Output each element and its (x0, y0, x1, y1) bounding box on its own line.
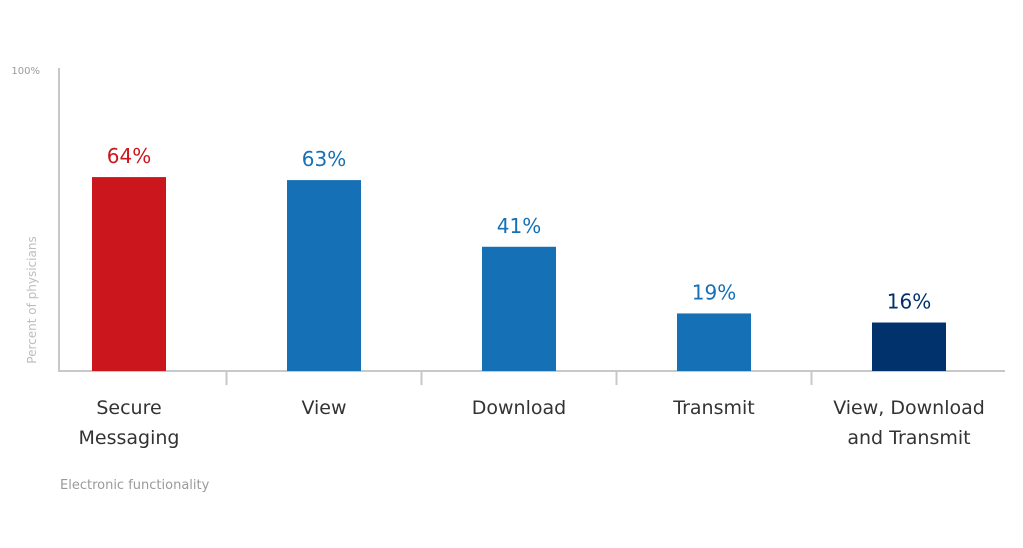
bar-value-label: 41% (497, 214, 541, 238)
bar (92, 177, 166, 371)
x-axis-label: Electronic functionality (60, 478, 210, 493)
category-label: View (301, 397, 346, 419)
category-label: Download (472, 397, 566, 419)
category-label: and Transmit (847, 427, 970, 449)
bar-value-label: 16% (887, 290, 931, 314)
bars-layer: 64% Secure Messaging 63% View 41% Download 19% T… (79, 144, 985, 449)
bar (482, 246, 556, 371)
category-label: Transmit (672, 397, 754, 419)
bar-value-label: 63% (302, 147, 346, 171)
category-label: Secure (96, 397, 161, 419)
bar (677, 313, 751, 371)
bar-value-label: 64% (107, 144, 151, 168)
bar (287, 180, 361, 371)
y-axis-max-tick-label: 100% (11, 66, 40, 77)
category-label: Messaging (79, 427, 180, 449)
bar (872, 322, 946, 371)
category-label: View, Download (833, 397, 985, 419)
y-axis-label: Percent of physicians (25, 236, 39, 363)
bar-value-label: 19% (692, 280, 736, 304)
